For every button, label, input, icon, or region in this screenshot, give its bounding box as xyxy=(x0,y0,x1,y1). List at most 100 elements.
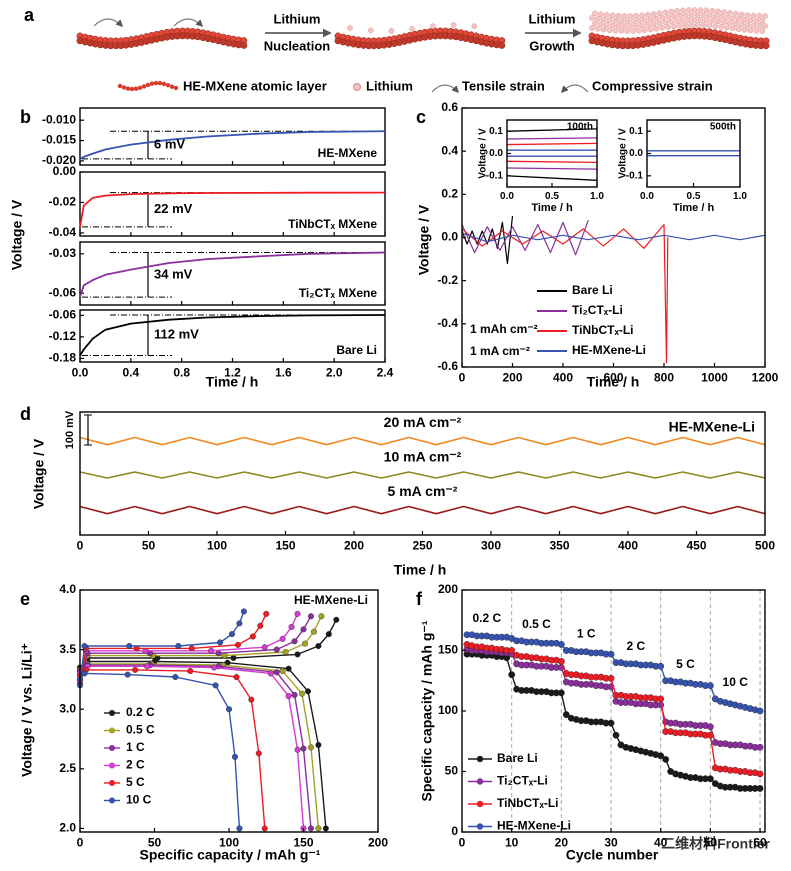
legend-marker xyxy=(109,727,115,734)
data-point xyxy=(230,654,237,661)
legend-text: TiNbCTₓ-Li xyxy=(572,323,634,337)
data-point xyxy=(211,664,218,671)
lithium-atom xyxy=(662,19,669,26)
inset-title: 100th xyxy=(567,122,593,133)
lithium-atom xyxy=(621,13,628,19)
lithium-atom xyxy=(592,20,598,27)
lithium-atom xyxy=(674,18,680,24)
panel-letter: f xyxy=(416,589,423,609)
legend-atom xyxy=(165,82,171,88)
x-tick-label: 60 xyxy=(753,836,767,850)
legend-text: HE-MXene-Li xyxy=(572,343,646,357)
lithium-atom xyxy=(747,17,754,24)
data-point xyxy=(756,785,764,792)
lithium-atom xyxy=(715,8,721,15)
y-tick-label: -0.04 xyxy=(49,225,77,239)
legend-tensile xyxy=(431,84,459,94)
series-label: HE-MXene xyxy=(318,146,378,160)
x-tick-label: 2.0 xyxy=(326,366,343,380)
y-tick-label: 0.4 xyxy=(441,143,458,157)
data-point xyxy=(318,613,325,620)
legend-text: Lithium xyxy=(366,78,413,93)
lithium-atom xyxy=(735,16,742,22)
data-point xyxy=(124,671,131,678)
inset-line xyxy=(507,149,597,157)
lithium-atom xyxy=(450,22,457,28)
lithium-atom xyxy=(633,12,639,19)
lithium-atom xyxy=(598,21,604,27)
data-point xyxy=(607,650,615,658)
lithium-atom xyxy=(671,13,677,20)
voltage-curve xyxy=(79,191,386,228)
lithium-atom xyxy=(659,25,666,31)
lithium-atom xyxy=(706,22,713,29)
lithium-atom xyxy=(756,13,763,19)
legend-atom xyxy=(121,85,127,90)
legend-text: HE-MXene atomic layer xyxy=(183,78,327,93)
x-axis-label: Specific capacity / mAh g⁻¹ xyxy=(140,847,321,863)
data-point xyxy=(225,706,232,713)
legend-atom xyxy=(145,82,151,88)
annotation: 112 mV xyxy=(154,327,199,342)
lithium-atom xyxy=(642,27,648,33)
legend-text: 5 C xyxy=(126,775,145,789)
lithium-atom xyxy=(650,21,657,27)
data-point xyxy=(126,643,133,650)
y-axis-label: Voltage / V xyxy=(618,128,629,179)
y-tick-label: 0.00 xyxy=(53,164,77,178)
lithium-atom xyxy=(621,23,628,29)
x-tick-label: 250 xyxy=(412,539,432,553)
series-line xyxy=(461,224,669,364)
data-point xyxy=(291,638,298,645)
y-tick-label: -0.6 xyxy=(437,359,458,373)
legend-text: Ti₂CTₓ-Li xyxy=(572,303,623,317)
legend-text: 2 C xyxy=(126,758,145,772)
x-tick-label: 2.4 xyxy=(377,366,394,380)
data-point xyxy=(706,682,714,689)
x-tick-label: 0.4 xyxy=(122,366,139,380)
lithium-atom xyxy=(665,24,672,30)
data-point xyxy=(234,641,241,648)
series-label: TiNbCTₓ MXene xyxy=(288,217,377,231)
data-point xyxy=(333,616,340,623)
lithium-atom xyxy=(686,7,692,13)
lithium-atom xyxy=(744,12,751,18)
y-tick-label: 2.0 xyxy=(59,821,76,835)
x-tick-label: 1.6 xyxy=(275,366,292,380)
legend-marker xyxy=(109,745,115,751)
rate-label: 10 C xyxy=(723,675,749,689)
data-point xyxy=(257,622,264,629)
x-tick-label: 1.2 xyxy=(224,366,241,380)
data-point xyxy=(240,608,247,615)
legend-atom xyxy=(149,81,155,86)
x-axis-label: Time / h xyxy=(531,202,573,214)
data-point xyxy=(657,752,665,760)
data-point xyxy=(307,825,314,832)
y-axis-label: Voltage / V xyxy=(416,204,432,275)
lithium-atom xyxy=(665,14,672,20)
x-tick-label: 50 xyxy=(148,836,162,850)
lithium-atom xyxy=(697,17,704,23)
x-axis-label: Time / h xyxy=(587,374,640,390)
data-point xyxy=(557,689,565,697)
x-tick-label: 30 xyxy=(604,836,618,850)
data-point xyxy=(756,707,764,715)
trace-label: 5 mA cm⁻² xyxy=(388,483,458,499)
data-point xyxy=(144,663,151,670)
data-point xyxy=(607,719,615,727)
y-tick-label: 100 xyxy=(438,703,458,717)
atom xyxy=(762,42,770,50)
y-tick-label: -0.1 xyxy=(486,170,504,181)
y-axis-label: Specific capacity / mAh g⁻¹ xyxy=(419,620,435,801)
data-point xyxy=(706,731,714,739)
data-point xyxy=(255,750,262,757)
legend-atom xyxy=(133,86,139,91)
data-point xyxy=(228,631,235,638)
data-point xyxy=(231,753,238,760)
atom xyxy=(498,41,506,49)
y-tick-label: -0.010 xyxy=(42,112,76,126)
lithium-atom xyxy=(762,13,768,19)
data-point xyxy=(294,651,301,658)
data-point xyxy=(662,756,670,763)
data-point xyxy=(288,623,295,630)
